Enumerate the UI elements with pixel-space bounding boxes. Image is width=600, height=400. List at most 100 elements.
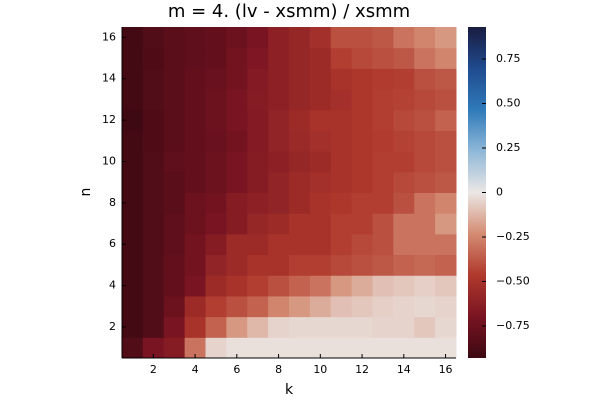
heatmap-cell (142, 213, 165, 235)
heatmap-cell (268, 151, 290, 173)
heatmap-cell (309, 316, 332, 338)
heatmap-cell (142, 68, 165, 90)
heatmap-cell (372, 295, 394, 318)
heatmap-cell (163, 68, 186, 90)
heatmap-cell (184, 151, 206, 173)
y-axis-label: n (78, 188, 94, 197)
heatmap-cell (309, 233, 332, 256)
heatmap-cell (226, 316, 248, 338)
heatmap-cell (309, 213, 332, 235)
heatmap-cell (184, 171, 206, 193)
heatmap-cell (435, 151, 457, 173)
heatmap-cell (435, 130, 457, 152)
y-tick-label: 10 (102, 154, 116, 167)
heatmap-cell (309, 254, 332, 276)
y-tick-label: 6 (109, 237, 116, 250)
heatmap-cell (330, 275, 353, 297)
colorbar-tick-label: 0 (496, 186, 503, 199)
heatmap-cell (122, 151, 144, 173)
heatmap-cell (184, 109, 206, 131)
heatmap-cell (372, 130, 394, 152)
heatmap-cell (205, 89, 227, 111)
heatmap-cell (393, 151, 415, 173)
heatmap-cell (142, 109, 165, 131)
heatmap-cell (289, 130, 311, 152)
heatmap-cell (372, 275, 394, 297)
heatmap-cell (247, 254, 269, 276)
colorbar-tick-label: −0.50 (496, 274, 530, 287)
heatmap-cell (122, 316, 144, 338)
heatmap-cell (372, 27, 394, 49)
heatmap-cell (184, 275, 206, 297)
heatmap-cell (330, 295, 353, 318)
heatmap-cell (205, 68, 227, 90)
heatmap-cell (205, 47, 227, 69)
heatmap-cell (122, 337, 144, 359)
heatmap-cell (351, 233, 373, 256)
heatmap-cell (122, 171, 144, 193)
heatmap-cell (330, 47, 353, 69)
heatmap-cell (122, 295, 144, 318)
heatmap-cell (289, 295, 311, 318)
heatmap-cell (268, 89, 290, 111)
heatmap-cell (268, 337, 290, 359)
heatmap-cell (226, 337, 248, 359)
heatmap-cell (351, 89, 373, 111)
heatmap-cell (309, 151, 332, 173)
heatmap-cell (393, 192, 415, 214)
heatmap-cell (351, 316, 373, 338)
heatmap-cell (205, 337, 227, 359)
heatmap-cell (393, 130, 415, 152)
x-tick-label: 8 (275, 363, 282, 376)
heatmap-cell (142, 337, 165, 359)
heatmap-cell (330, 151, 353, 173)
heatmap-cell (142, 295, 165, 318)
heatmap-cell (393, 295, 415, 318)
heatmap-cell (393, 68, 415, 90)
heatmap-cell (309, 27, 332, 49)
heatmap-cell (393, 171, 415, 193)
heatmap-cell (435, 316, 457, 338)
heatmap-cell (435, 27, 457, 49)
heatmap-cell (226, 68, 248, 90)
heatmap-cell (351, 109, 373, 131)
heatmap-cell (184, 68, 206, 90)
heatmap-cell (309, 171, 332, 193)
heatmap-cell (205, 27, 227, 49)
heatmap-cell (226, 275, 248, 297)
heatmap-cell (393, 275, 415, 297)
heatmap-cell (163, 295, 186, 318)
heatmap-cell (142, 275, 165, 297)
heatmap-cell (289, 316, 311, 338)
heatmap-cell (372, 47, 394, 69)
colorbar-tick-label: −0.75 (496, 319, 530, 332)
x-tick-label: 2 (150, 363, 157, 376)
heatmap-cell (330, 254, 353, 276)
heatmap-cell (330, 213, 353, 235)
heatmap-cell (309, 47, 332, 69)
heatmap-cell (205, 109, 227, 131)
heatmap-cell (289, 171, 311, 193)
heatmap-cell (414, 171, 436, 193)
heatmap-cell (414, 213, 436, 235)
heatmap-cell (163, 89, 186, 111)
colorbar (468, 27, 486, 358)
heatmap-cell (205, 130, 227, 152)
colorbar-tick-label: 0.25 (496, 141, 521, 154)
heatmap-cell (372, 213, 394, 235)
y-tick-label: 14 (102, 72, 116, 85)
heatmap-cell (289, 109, 311, 131)
heatmap-cell (163, 47, 186, 69)
heatmap-cell (435, 295, 457, 318)
heatmap-cell (372, 151, 394, 173)
heatmap-cell (268, 213, 290, 235)
heatmap-cell (268, 192, 290, 214)
heatmap-cell (414, 275, 436, 297)
heatmap-cell (247, 316, 269, 338)
heatmap-cell (268, 68, 290, 90)
heatmap-cell (435, 254, 457, 276)
heatmap-cell (205, 295, 227, 318)
heatmap-cell (309, 337, 332, 359)
heatmap-cell (247, 130, 269, 152)
